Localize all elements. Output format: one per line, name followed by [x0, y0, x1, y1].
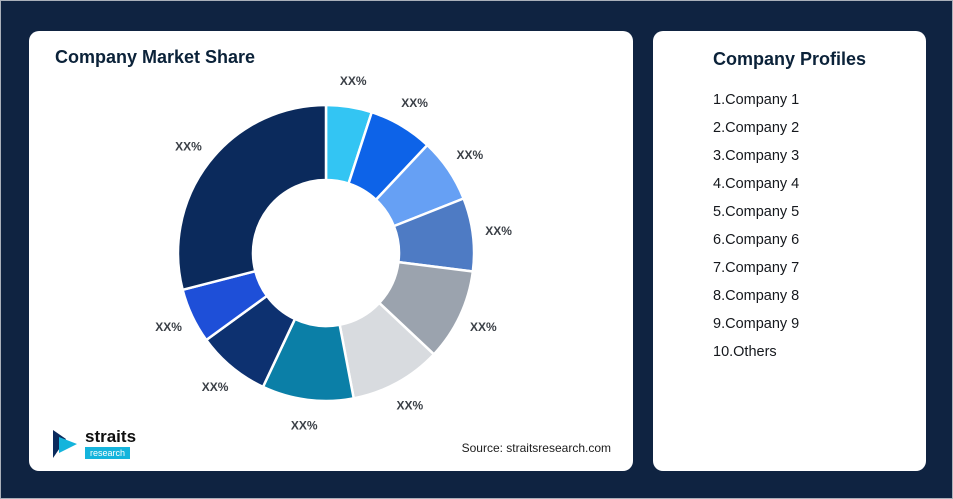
slice-label: XX%: [396, 399, 423, 413]
list-item: 1.Company 1: [713, 92, 800, 108]
donut-chart: XX% XX% XX% XX% XX% XX% XX% XX% XX% XX%: [155, 74, 512, 433]
company-profiles-card: Company Profiles 1.Company 1 2.Company 2…: [653, 31, 926, 471]
source-text: Source: straitsresearch.com: [461, 441, 611, 455]
sail-icon: [53, 429, 77, 458]
slice-label: XX%: [340, 74, 367, 88]
profiles-title: Company Profiles: [712, 49, 867, 69]
market-share-card: Company Market Share XX% XX% XX% XX% XX% XX% X…: [29, 31, 633, 471]
slice-label: XX%: [401, 96, 428, 110]
logo-subtitle: research: [85, 447, 131, 459]
slice-label: XX%: [175, 139, 202, 153]
slice-label: XX%: [291, 419, 318, 433]
company-profiles-list: 1.Company 1 2.Company 2 3.Company 3 4.Co…: [653, 86, 926, 366]
donut-slice-others: [176, 103, 328, 292]
chart-title: Company Market Share: [55, 47, 256, 67]
list-item: 3.Company 3: [713, 148, 800, 164]
logo-brand: straits: [85, 427, 137, 446]
straits-research-logo: straits research: [51, 428, 136, 459]
list-item: 6.Company 6: [713, 232, 800, 248]
list-item: 5.Company 5: [713, 204, 800, 220]
list-item: 7.Company 7: [713, 260, 800, 276]
slice-label: XX%: [457, 148, 484, 162]
list-item: 8.Company 8: [713, 288, 800, 304]
list-item: 10.Others: [713, 344, 777, 360]
slice-label: XX%: [485, 224, 512, 238]
logo-text: straits research: [85, 428, 136, 459]
slice-label: XX%: [202, 380, 229, 394]
list-item: 2.Company 2: [713, 120, 800, 136]
list-item: 4.Company 4: [713, 176, 800, 192]
slice-label: XX%: [470, 320, 497, 334]
list-item: 9.Company 9: [713, 316, 800, 332]
slice-label: XX%: [155, 320, 182, 334]
